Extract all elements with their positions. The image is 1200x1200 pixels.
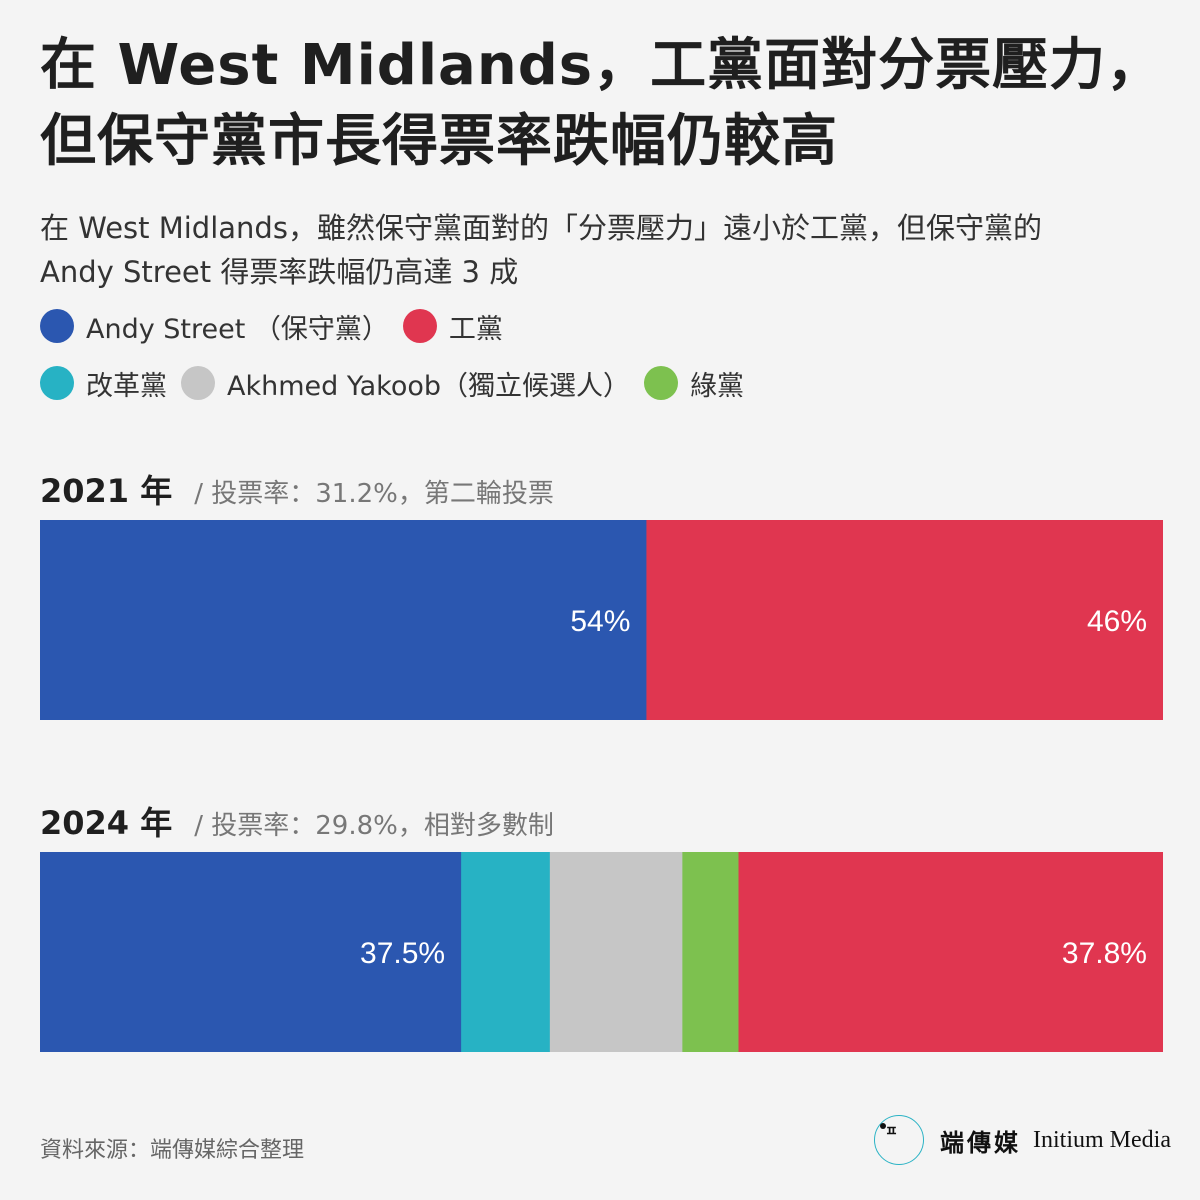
brand-name-en: Initium Media xyxy=(1033,1126,1171,1153)
legend-swatch-green xyxy=(644,366,679,400)
section-2024-year: 2024 年 xyxy=(40,804,173,842)
data-label-4: 37.8% xyxy=(1062,937,1147,970)
bar-segment-4 xyxy=(738,852,1163,1052)
chart-subtitle: 在 West Midlands，雖然保守黨面對的「分票壓力」遠小於工黨，但保守黨… xyxy=(40,206,1170,294)
initium-logo-icon: ㅍ xyxy=(874,1115,924,1165)
stacked-bar-2021: 54% 46% xyxy=(40,520,1163,720)
legend-item-conservative: Andy Street （保守黨） xyxy=(40,307,389,346)
data-label-0: 54% xyxy=(570,605,630,638)
chart-title-line-2: 但保守黨市長得票率跌幅仍較高 xyxy=(40,109,838,174)
legend-row-1: Andy Street （保守黨） 工黨 xyxy=(40,306,517,346)
legend-swatch-conservative xyxy=(40,309,74,343)
legend-label-green: 綠黨 xyxy=(690,370,745,402)
data-label-1: 46% xyxy=(1087,605,1147,638)
legend-item-labour: 工黨 xyxy=(402,307,503,346)
legend-item-independent: Akhmed Yakoob（獨立候選人） xyxy=(181,364,630,403)
legend-item-reform: 改革黨 xyxy=(40,364,167,403)
legend-item-green: 綠黨 xyxy=(644,364,744,403)
chart-subtitle-line-1: 在 West Midlands，雖然保守黨面對的「分票壓力」遠小於工黨，但保守黨… xyxy=(40,211,1042,245)
chart-subtitle-line-2: Andy Street 得票率跌幅仍高達 3 成 xyxy=(40,255,519,289)
legend-label-reform: 改革黨 xyxy=(86,370,167,402)
bar-segment-0 xyxy=(40,520,647,720)
stacked-bar-2024: 37.5% 37.8% xyxy=(40,852,1163,1052)
legend-swatch-independent xyxy=(181,366,215,400)
legend-swatch-reform xyxy=(40,366,74,400)
section-2024-note: / 投票率：29.8%，相對多數制 xyxy=(194,811,554,841)
section-2021-note: / 投票率：31.2%，第二輪投票 xyxy=(194,479,554,509)
brand-name-zh: 端傳媒 xyxy=(940,1127,1021,1157)
section-2024-header: 2024 年 / 投票率：29.8%，相對多數制 xyxy=(40,798,554,842)
section-2021-year: 2021 年 xyxy=(40,472,173,510)
bar-segment-1 xyxy=(646,520,1163,720)
bar-segment-3 xyxy=(682,852,740,1052)
legend-label-labour: 工黨 xyxy=(448,313,503,345)
chart-title: 在 West Midlands，工黨面對分票壓力， 但保守黨市長得票率跌幅仍較高 xyxy=(40,28,1170,180)
chart-title-line-1: 在 West Midlands，工黨面對分票壓力， xyxy=(40,33,1164,98)
logo-glyph: ㅍ xyxy=(885,1124,898,1140)
source-note: 資料來源：端傳媒綜合整理 xyxy=(40,1138,305,1163)
data-label-0: 37.5% xyxy=(360,937,445,970)
legend-label-independent: Akhmed Yakoob（獨立候選人） xyxy=(227,370,631,402)
brand-block: ㅍ 端傳媒 Initium Media xyxy=(874,1112,1171,1168)
legend-row-2: 改革黨 Akhmed Yakoob（獨立候選人） 綠黨 xyxy=(40,363,758,403)
bar-segment-0 xyxy=(40,852,462,1052)
legend-swatch-labour xyxy=(402,309,437,343)
bar-segment-2 xyxy=(549,852,683,1052)
legend-label-conservative: Andy Street （保守黨） xyxy=(86,313,389,345)
section-2021-header: 2021 年 / 投票率：31.2%，第二輪投票 xyxy=(40,466,554,510)
bar-segment-1 xyxy=(461,852,551,1052)
